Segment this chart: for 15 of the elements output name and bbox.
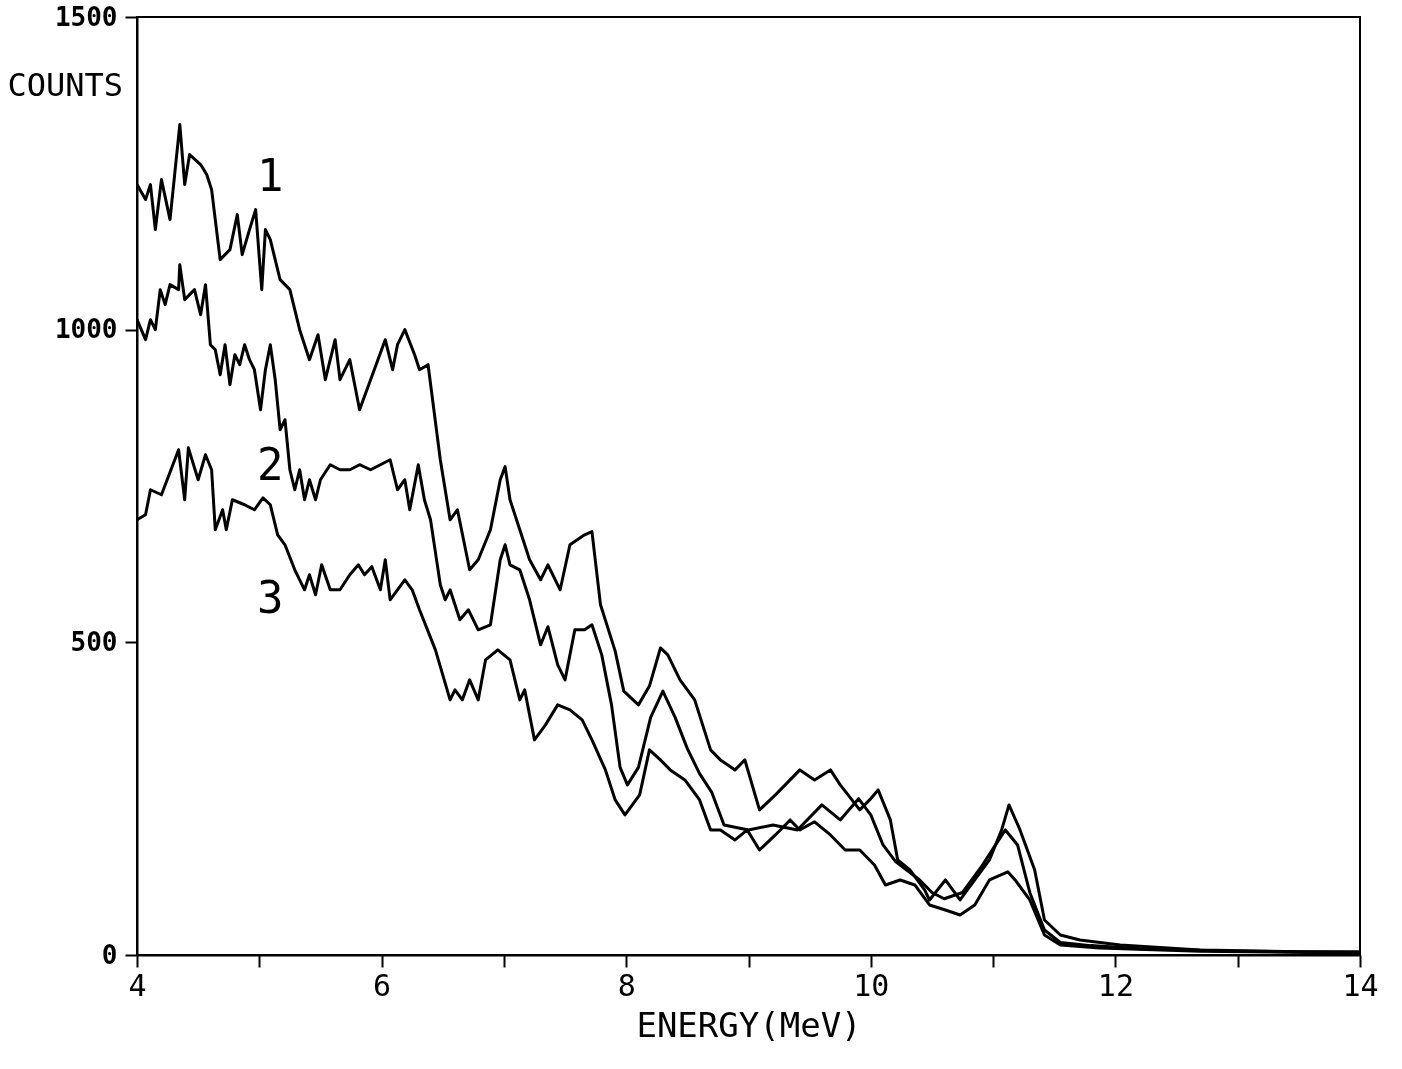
series-label: 2 <box>257 438 284 490</box>
y-tick-label: 1500 <box>54 1 118 32</box>
y-tick-label: 1000 <box>54 314 118 345</box>
y-tick-label: 500 <box>70 626 118 657</box>
x-tick-label: 14 <box>1342 967 1379 1003</box>
series-label: 3 <box>257 571 284 623</box>
x-tick-label: 8 <box>617 967 636 1003</box>
series-label: 1 <box>257 149 284 201</box>
x-tick-label: 10 <box>853 967 890 1003</box>
y-axis-title: COUNTS <box>7 65 124 104</box>
x-tick-label: 6 <box>373 967 392 1003</box>
x-axis-title: ENERGY(MeV) <box>636 1004 862 1045</box>
x-tick-label: 12 <box>1097 967 1134 1003</box>
x-tick-label: 4 <box>128 967 147 1003</box>
y-tick-label: 0 <box>101 939 118 970</box>
